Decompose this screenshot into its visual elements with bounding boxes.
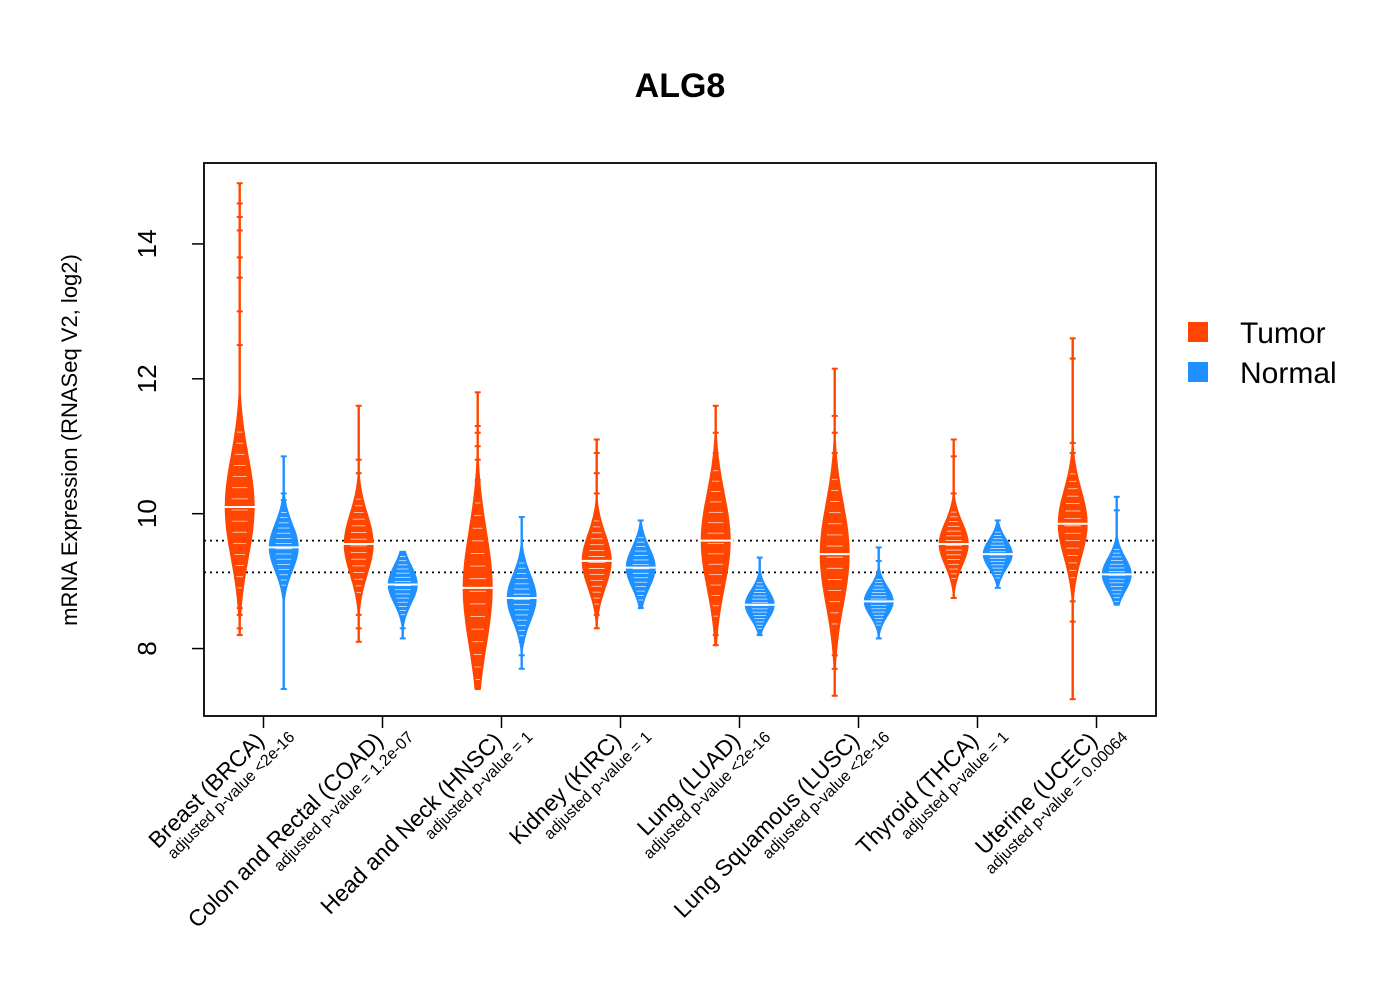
bean-normal-lung-squamous-lusc-density <box>863 547 894 639</box>
bean-normal-uterine-ucec <box>1098 495 1135 606</box>
bean-tumor-kidney-kirc <box>578 438 615 630</box>
bean-tumor-thyroid-thca <box>935 438 972 599</box>
bean-normal-head-and-neck-hnsc-density <box>506 517 537 669</box>
x-tick-label-colon-and-rectal-coad: Colon and Rectal (COAD) <box>183 727 388 932</box>
chart-title: ALG8 <box>635 67 726 105</box>
bean-normal-lung-squamous-lusc <box>860 546 897 640</box>
legend-label-normal: Normal <box>1240 357 1337 390</box>
legend-label-tumor: Tumor <box>1240 317 1326 350</box>
y-tick-label-10: 10 <box>132 499 162 528</box>
bean-normal-thyroid-thca <box>979 519 1016 589</box>
bean-normal-uterine-ucec-density <box>1101 496 1132 605</box>
bean-tumor-lung-squamous-lusc <box>816 367 853 697</box>
bean-tumor-uterine-ucec <box>1054 337 1091 701</box>
y-axis-label: mRNA Expression (RNASeq V2, log2) <box>57 254 82 626</box>
legend-swatch-tumor <box>1188 322 1208 342</box>
y-tick-label-8: 8 <box>132 641 162 655</box>
bean-normal-head-and-neck-hnsc <box>503 516 540 670</box>
y-tick-label-12: 12 <box>132 364 162 393</box>
bean-normal-colon-and-rectal-coad <box>384 550 421 640</box>
bean-normal-lung-luad <box>741 556 778 637</box>
bean-tumor-lung-luad <box>697 404 734 647</box>
bean-tumor-lung-squamous-lusc-density <box>819 368 850 696</box>
bean-tumor-thyroid-thca-density <box>938 439 969 598</box>
bean-tumor-breast-brca-density <box>224 183 255 636</box>
y-tick-label-14: 14 <box>132 229 162 258</box>
bean-normal-breast-brca-density <box>268 456 299 689</box>
plot-border <box>203 162 1157 717</box>
bean-tumor-colon-and-rectal-coad <box>340 404 377 643</box>
bean-tumor-breast-brca <box>221 182 258 637</box>
legend: Tumor Normal <box>1188 317 1337 390</box>
bean-normal-lung-luad-density <box>744 557 775 636</box>
bean-tumor-kidney-kirc-density <box>581 439 612 629</box>
pvalue-label-uterine-ucec: adjusted p-value = 0.00064 <box>982 729 1131 878</box>
bean-tumor-colon-and-rectal-coad-density <box>343 405 374 642</box>
bean-normal-kidney-kirc <box>622 519 659 610</box>
legend-swatch-normal <box>1188 362 1208 382</box>
bean-tumor-lung-luad-density <box>700 405 731 646</box>
bean-normal-breast-brca <box>265 455 302 691</box>
bean-normal-colon-and-rectal-coad-density <box>387 550 418 639</box>
x-tick-label-breast-brca: Breast (BRCA) <box>143 727 269 853</box>
bean-tumor-head-and-neck-hnsc <box>459 391 496 691</box>
